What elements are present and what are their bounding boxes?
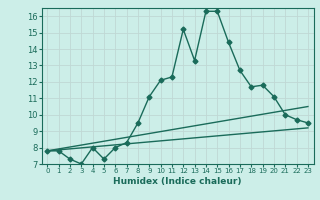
X-axis label: Humidex (Indice chaleur): Humidex (Indice chaleur) (113, 177, 242, 186)
